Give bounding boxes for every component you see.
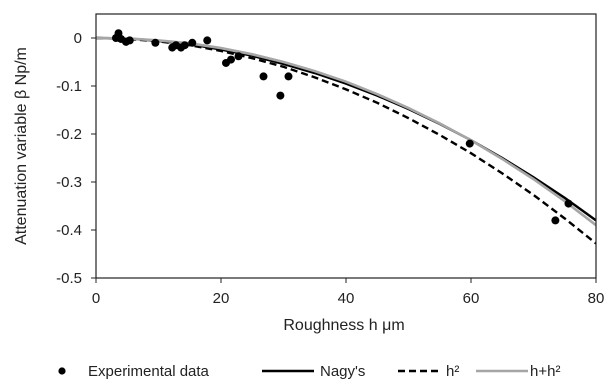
data-point bbox=[259, 72, 268, 81]
legend-label: Experimental data bbox=[88, 363, 210, 380]
data-point bbox=[234, 52, 243, 61]
y-tick-label: -0.3 bbox=[56, 174, 82, 191]
data-point bbox=[284, 72, 293, 81]
legend-marker-dot bbox=[58, 367, 66, 375]
x-tick-label: 20 bbox=[213, 290, 230, 307]
data-point bbox=[125, 36, 134, 45]
x-tick-label: 0 bbox=[92, 290, 100, 307]
y-tick-label: -0.2 bbox=[56, 126, 82, 143]
data-point bbox=[180, 41, 189, 50]
y-tick-label: 0 bbox=[74, 30, 82, 47]
x-tick-label: 60 bbox=[463, 290, 480, 307]
data-point bbox=[151, 38, 160, 47]
series-line-3 bbox=[96, 36, 596, 227]
series-line-2 bbox=[96, 36, 596, 245]
y-axis-title: Attenuation variable β Np/m bbox=[13, 47, 30, 245]
legend-item: h+h² bbox=[476, 363, 560, 380]
legend-item: h² bbox=[398, 363, 459, 380]
x-tick-label: 80 bbox=[588, 290, 605, 307]
plot-frame bbox=[95, 13, 597, 279]
y-tick-label: -0.4 bbox=[56, 222, 82, 239]
data-point bbox=[188, 38, 197, 47]
legend-item: Nagy's bbox=[262, 363, 365, 380]
data-point bbox=[564, 199, 573, 208]
data-point bbox=[276, 91, 285, 100]
y-tick-label: -0.1 bbox=[56, 78, 82, 95]
legend-label: h+h² bbox=[530, 363, 560, 380]
series-line-1 bbox=[96, 36, 596, 222]
x-axis-title: Roughness h μm bbox=[283, 317, 404, 334]
data-point bbox=[227, 55, 235, 64]
legend-label: h² bbox=[446, 363, 459, 380]
data-point bbox=[551, 216, 560, 225]
x-tick-label: 40 bbox=[338, 290, 355, 307]
data-point bbox=[465, 139, 474, 148]
data-point bbox=[203, 36, 212, 45]
legend-label: Nagy's bbox=[320, 363, 365, 380]
y-tick-label: -0.5 bbox=[56, 270, 82, 287]
legend-item: Experimental data bbox=[58, 363, 210, 380]
